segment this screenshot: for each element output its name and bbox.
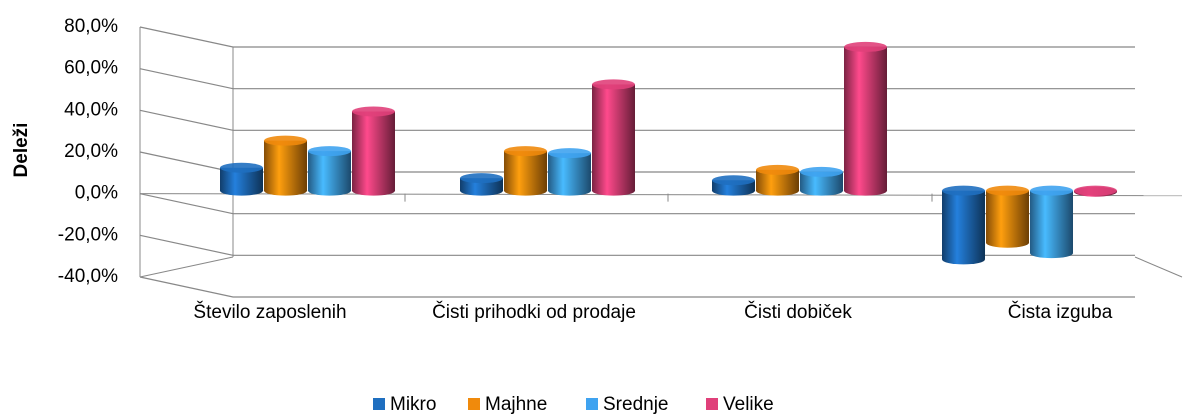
bar-top (220, 162, 263, 173)
bar-cap (592, 185, 635, 196)
bar-top (712, 175, 755, 186)
x-tick-label: Čisti prihodki od prodaje (432, 302, 636, 323)
x-tick-label: Čisti dobiček (744, 302, 852, 323)
grid-line (139, 68, 1135, 90)
bar-cap (460, 185, 503, 196)
bar-top (548, 148, 591, 159)
legend-label: Majhne (485, 394, 547, 415)
bar (844, 46, 887, 191)
legend-label: Srednje (603, 394, 669, 415)
legend-swatch (586, 398, 598, 410)
bar-top (460, 173, 503, 184)
bar (942, 190, 985, 260)
bar (592, 84, 635, 191)
y-tick-label: 60,0% (64, 58, 118, 79)
bar-top (592, 79, 635, 90)
bar (352, 111, 395, 191)
bar-cap (756, 185, 799, 196)
bar-top (264, 135, 307, 146)
y-tick-label: 0,0% (75, 183, 118, 204)
bar-top (1074, 185, 1117, 196)
bar-cap (352, 185, 395, 196)
legend-swatch (706, 398, 718, 410)
bar-cap (264, 185, 307, 196)
grid-line (139, 193, 1135, 215)
bar-cap (220, 185, 263, 196)
bar (986, 190, 1029, 243)
y-tick-label: 20,0% (64, 141, 118, 162)
bar-cap (504, 185, 547, 196)
x-tick-label: Število zaposlenih (193, 302, 347, 323)
bar-top (1030, 185, 1073, 196)
bar (756, 169, 799, 191)
bar (800, 171, 843, 191)
bar-top (942, 185, 985, 196)
y-axis-label: Deleži (11, 123, 32, 178)
grid-line (139, 26, 1135, 48)
legend-swatch (373, 398, 385, 410)
bar-cap (942, 254, 985, 265)
grid-line (139, 234, 1135, 256)
bar (220, 167, 263, 191)
bar-cap (548, 185, 591, 196)
bar-cap (986, 237, 1029, 248)
bar (308, 151, 351, 191)
bar (264, 140, 307, 191)
x-tick-label: Čista izguba (1007, 302, 1113, 323)
legend-label: Velike (723, 394, 774, 415)
bar (504, 151, 547, 191)
bar-top (308, 146, 351, 157)
bar-top (504, 146, 547, 157)
grid-line (139, 109, 1135, 131)
y-tick-label: -20,0% (58, 224, 118, 245)
bar (548, 153, 591, 191)
axis-line (139, 256, 234, 278)
bar-top (844, 41, 887, 52)
bar-cap (308, 185, 351, 196)
grid-line (139, 276, 1135, 298)
y-tick-label: 40,0% (64, 99, 118, 120)
bar-top (800, 166, 843, 177)
bar (712, 180, 755, 191)
bar-top (986, 185, 1029, 196)
axis-line (1134, 256, 1183, 278)
bar-cap (800, 185, 843, 196)
bar-top (756, 164, 799, 175)
bar-cap (712, 185, 755, 196)
bar (1030, 190, 1073, 254)
y-tick-label: -40,0% (58, 266, 118, 287)
bar-top (352, 106, 395, 117)
y-tick-label: 80,0% (64, 16, 118, 37)
legend-label: Mikro (390, 394, 436, 415)
bar-cap (844, 185, 887, 196)
bar-cap (1030, 248, 1073, 259)
legend-swatch (468, 398, 480, 410)
